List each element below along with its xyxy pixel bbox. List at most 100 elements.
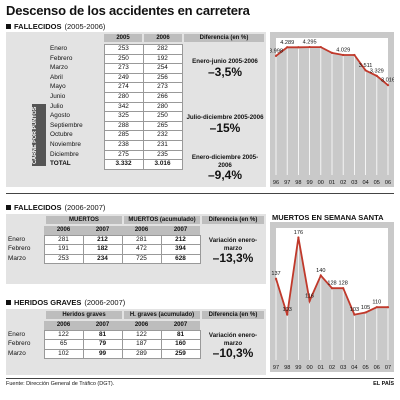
value-2006: 250	[142, 111, 183, 122]
data-point	[274, 277, 278, 280]
data-point	[364, 311, 367, 314]
x-tick-label: 98	[295, 180, 301, 186]
table-row: Enero 281 212 281 212	[6, 234, 201, 246]
divider-1	[6, 193, 394, 194]
x-tick-label: 05	[362, 365, 368, 371]
source-note: Fuente: Dirección General de Tráfico (DG…	[6, 381, 115, 387]
section3-heading: HERIDOS GRAVES (2006-2007)	[6, 298, 125, 307]
cell-value: 212	[82, 234, 123, 246]
section2-heading: FALLECIDOS (2006-2007)	[6, 203, 105, 212]
cell-value: 234	[82, 253, 123, 265]
year-header: 2006	[44, 321, 83, 331]
data-point	[375, 306, 378, 309]
year-header: 2007	[161, 226, 200, 236]
value-2006: 266	[142, 91, 183, 103]
data-point	[286, 46, 289, 49]
s1-note-3-label: Enero-diciembre 2005-2006	[191, 154, 259, 169]
value-2005: 285	[103, 130, 144, 141]
x-tick-label: 99	[306, 180, 312, 186]
month-label: Enero	[8, 235, 26, 243]
cell-value: 725	[121, 253, 162, 265]
cell-value: 187	[121, 339, 162, 350]
month-label: Abril	[50, 73, 63, 81]
data-label: 3.016	[381, 78, 394, 84]
x-tick-label: 02	[329, 365, 335, 371]
value-2006: 232	[142, 130, 183, 141]
table-row: Febrero 191 182 472 394	[6, 244, 201, 255]
s3-note: Variación enero-marzo –10,3%	[202, 332, 264, 360]
table-row: Junio 280 266	[48, 91, 183, 103]
blank-cell	[6, 226, 44, 235]
table-row: Octubre 285 232	[48, 130, 183, 141]
page-title: Descenso de los accidentes en carretera	[6, 3, 250, 18]
section2-label: FALLECIDOS	[14, 203, 62, 212]
month-label: Enero	[8, 330, 26, 338]
month-label: Octubre	[50, 131, 73, 139]
year-header: 2006	[122, 321, 161, 331]
section2-sub: (2006-2007)	[64, 203, 106, 212]
s1-note-2-value: –15%	[209, 120, 241, 135]
x-tick-label: 96	[273, 180, 279, 186]
month-label: Junio	[50, 92, 66, 100]
data-label: 176	[294, 230, 303, 236]
data-label: 137	[271, 271, 280, 277]
cell-value: 289	[121, 348, 162, 360]
s3-diff: Diferencia (en %)	[202, 311, 264, 319]
data-point	[297, 236, 300, 239]
section2-table: 2006 2007 2006 2007 Enero 281 212 281 212 Febrero…	[6, 226, 201, 265]
value-2006: 192	[142, 53, 183, 65]
data-point	[375, 74, 378, 77]
value-2006: 282	[142, 44, 183, 55]
carnet-label: CARNÉ POR PUNTOS	[32, 106, 38, 164]
s1-note-3-value: –9,4%	[207, 168, 243, 182]
value-2006: 254	[142, 63, 183, 74]
data-label: 105	[361, 305, 370, 311]
data-point	[386, 84, 390, 87]
data-point	[274, 54, 278, 58]
x-tick-label: 99	[295, 365, 301, 371]
data-label: 4.295	[303, 40, 317, 46]
divider-2	[6, 378, 394, 379]
x-tick-label: 06	[374, 365, 380, 371]
x-tick-label: 06	[385, 180, 391, 186]
table-row: Enero 253 282	[48, 44, 183, 55]
data-point	[319, 274, 322, 277]
value-2006: 273	[142, 82, 183, 93]
s2-note-value: –13,3%	[212, 251, 254, 265]
table-row: Agosto 325 250	[48, 111, 183, 122]
table-row: Enero 122 81 122 81	[6, 329, 201, 341]
section3-label: HERIDOS GRAVES	[14, 298, 82, 307]
x-tick-label: 02	[340, 180, 346, 186]
cell-value: 99	[82, 348, 123, 360]
cell-value: 191	[43, 244, 84, 255]
chart2-title: MUERTOS EN SEMANA SANTA	[272, 213, 384, 222]
cell-value: 472	[121, 244, 162, 255]
table-row: Julio 342 280	[48, 101, 183, 113]
value-2005: 325	[103, 111, 144, 122]
table-row: Diciembre 275 235	[48, 149, 183, 161]
year-header: 2006	[122, 226, 161, 236]
x-tick-label: 98	[284, 365, 290, 371]
bullet-square-icon	[6, 300, 11, 305]
value-2006: 280	[142, 101, 183, 113]
x-tick-label: 03	[340, 365, 346, 371]
month-label: Febrero	[8, 340, 31, 348]
data-point	[353, 53, 356, 57]
cell-value: 253	[43, 253, 84, 265]
s3-note-label: Variación enero-marzo	[208, 332, 258, 347]
x-tick-label: 00	[306, 365, 312, 371]
x-tick-label: 00	[318, 180, 324, 186]
value-2005: 275	[103, 149, 144, 161]
value-2005: 253	[103, 44, 144, 55]
data-point	[353, 313, 356, 316]
cell-value: 259	[160, 348, 201, 360]
cell-value: 81	[160, 329, 201, 341]
data-point	[297, 46, 300, 49]
total-row: TOTAL 3.332 3.016	[48, 159, 183, 170]
value-2005: 249	[103, 72, 144, 84]
s1-note-2: Julio-diciembre 2005-2006 –15%	[186, 114, 264, 135]
value-2005: 274	[103, 82, 144, 93]
month-label: Febrero	[8, 245, 31, 253]
section1-heading: FALLECIDOS (2005-2006)	[6, 22, 105, 31]
data-point	[330, 287, 334, 290]
